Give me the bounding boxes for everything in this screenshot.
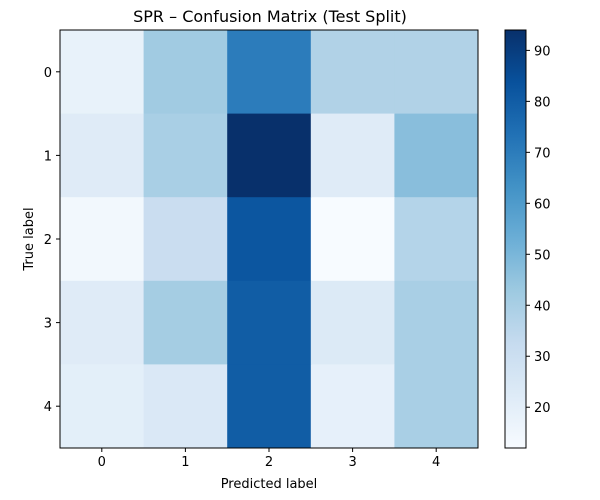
heatmap-cell bbox=[60, 280, 145, 365]
heatmap-cell bbox=[227, 280, 312, 365]
heatmap-cell bbox=[60, 30, 145, 115]
colorbar-tick-label: 60 bbox=[534, 197, 551, 212]
heatmap-cell bbox=[227, 364, 312, 449]
heatmap-cell bbox=[143, 280, 228, 365]
heatmap-cell bbox=[143, 30, 228, 115]
heatmap-cell bbox=[60, 113, 145, 198]
x-axis-ticks: 0 1 2 3 4 bbox=[98, 448, 440, 470]
colorbar-tick-label: 30 bbox=[534, 350, 551, 365]
heatmap-cell bbox=[143, 113, 228, 198]
heatmap-cell bbox=[394, 364, 479, 449]
heatmap-cell bbox=[394, 280, 479, 365]
heatmap-cell bbox=[227, 113, 312, 198]
colorbar-tick-label: 90 bbox=[534, 44, 551, 59]
heatmap-cell bbox=[394, 113, 479, 198]
y-axis-ticks: 0 1 2 3 4 bbox=[44, 66, 60, 415]
x-tick-label: 0 bbox=[98, 455, 106, 470]
colorbar-tick-label: 40 bbox=[534, 299, 551, 314]
heatmap-cell bbox=[310, 30, 395, 115]
heatmap-cell bbox=[394, 197, 479, 282]
colorbar-ticks: 20 30 40 50 60 70 80 90 bbox=[526, 44, 551, 416]
x-tick-label: 4 bbox=[432, 455, 440, 470]
x-tick-label: 1 bbox=[181, 455, 189, 470]
heatmap-cell bbox=[394, 30, 479, 115]
heatmap-cells bbox=[60, 30, 479, 449]
y-tick-label: 0 bbox=[44, 66, 52, 81]
y-tick-label: 2 bbox=[44, 233, 52, 248]
y-axis-label: True label bbox=[22, 207, 37, 271]
chart-title: SPR – Confusion Matrix (Test Split) bbox=[133, 7, 407, 26]
heatmap-cell bbox=[227, 30, 312, 115]
colorbar-tick-label: 70 bbox=[534, 146, 551, 161]
heatmap-cell bbox=[310, 280, 395, 365]
x-tick-label: 2 bbox=[265, 455, 273, 470]
y-tick-label: 1 bbox=[44, 149, 52, 164]
heatmap-cell bbox=[310, 197, 395, 282]
heatmap-cell bbox=[60, 197, 145, 282]
x-tick-label: 3 bbox=[348, 455, 356, 470]
heatmap-cell bbox=[143, 197, 228, 282]
colorbar bbox=[504, 29, 527, 449]
heatmap-cell bbox=[227, 197, 312, 282]
y-tick-label: 4 bbox=[44, 400, 52, 415]
heatmap-cell bbox=[310, 364, 395, 449]
colorbar-tick-label: 50 bbox=[534, 248, 551, 263]
heatmap-cell bbox=[143, 364, 228, 449]
heatmap-cell bbox=[60, 364, 145, 449]
y-tick-label: 3 bbox=[44, 317, 52, 332]
colorbar-tick-label: 80 bbox=[534, 95, 551, 110]
x-axis-label: Predicted label bbox=[221, 477, 318, 492]
heatmap-cell bbox=[310, 113, 395, 198]
colorbar-tick-label: 20 bbox=[534, 401, 551, 416]
